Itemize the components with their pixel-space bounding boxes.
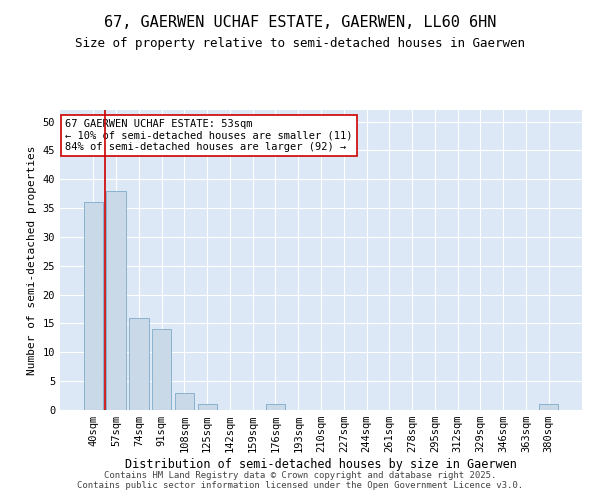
Text: 67 GAERWEN UCHAF ESTATE: 53sqm
← 10% of semi-detached houses are smaller (11)
84: 67 GAERWEN UCHAF ESTATE: 53sqm ← 10% of … xyxy=(65,119,353,152)
Bar xyxy=(266,404,285,410)
Text: Contains HM Land Registry data © Crown copyright and database right 2025.
Contai: Contains HM Land Registry data © Crown c… xyxy=(77,470,523,490)
Y-axis label: Number of semi-detached properties: Number of semi-detached properties xyxy=(27,145,37,375)
X-axis label: Distribution of semi-detached houses by size in Gaerwen: Distribution of semi-detached houses by … xyxy=(125,458,517,471)
Bar xyxy=(152,329,172,410)
Bar xyxy=(175,392,194,410)
Bar xyxy=(106,191,126,410)
Text: Size of property relative to semi-detached houses in Gaerwen: Size of property relative to semi-detach… xyxy=(75,38,525,51)
Bar xyxy=(129,318,149,410)
Bar xyxy=(197,404,217,410)
Bar xyxy=(539,404,558,410)
Text: 67, GAERWEN UCHAF ESTATE, GAERWEN, LL60 6HN: 67, GAERWEN UCHAF ESTATE, GAERWEN, LL60 … xyxy=(104,15,496,30)
Bar xyxy=(84,202,103,410)
